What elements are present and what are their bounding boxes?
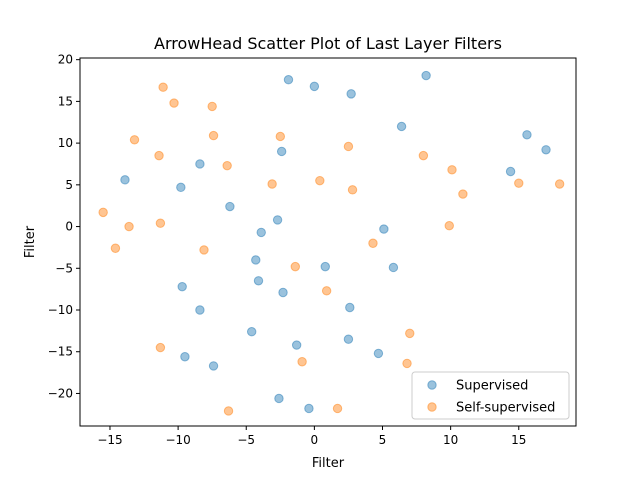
data-point-series-1-11: [267, 179, 277, 189]
data-point-series-0-15: [379, 224, 389, 234]
x-tick-label-1: −10: [165, 433, 190, 447]
data-point-series-0-10: [120, 175, 130, 185]
legend-label-0: Supervised: [456, 379, 528, 394]
x-axis-label: Filter: [312, 456, 345, 471]
data-point-series-0-12: [225, 201, 235, 212]
data-point-series-1-24: [290, 261, 300, 272]
data-point-series-1-16: [554, 179, 565, 189]
data-point-series-0-26: [343, 334, 354, 344]
data-point-series-1-20: [444, 221, 454, 231]
data-point-series-1-25: [321, 286, 332, 296]
y-tick-label-1: −15: [48, 345, 73, 359]
y-axis: −20 −15 −10 −5 0 5 10 15 20: [48, 53, 80, 400]
y-tick-label-3: −5: [55, 261, 73, 275]
data-point-series-0-7: [505, 166, 516, 177]
plot-area-frame: [79, 57, 577, 427]
data-point-series-0-27: [373, 348, 384, 359]
data-point-series-0-29: [208, 361, 219, 371]
data-point-series-0-22: [195, 305, 205, 315]
data-point-series-0-20: [278, 287, 288, 298]
data-point-series-1-29: [402, 358, 412, 369]
data-point-series-0-21: [177, 281, 187, 292]
data-point-series-1-12: [315, 175, 325, 186]
data-point-series-0-11: [176, 182, 186, 193]
data-point-series-0-2: [346, 89, 356, 99]
points-layer: [98, 70, 565, 416]
data-point-series-0-6: [541, 145, 551, 155]
data-point-series-0-13: [272, 215, 283, 225]
data-point-series-0-19: [253, 276, 264, 286]
data-point-series-0-8: [195, 159, 205, 169]
chart-title: ArrowHead Scatter Plot of Last Layer Fil…: [154, 34, 502, 53]
data-point-series-1-8: [222, 160, 232, 171]
x-tick-label-6: 15: [511, 433, 526, 447]
legend-marker-1: [427, 402, 437, 412]
data-point-series-0-16: [251, 255, 261, 265]
data-point-series-1-27: [155, 342, 166, 353]
data-point-series-0-5: [522, 130, 532, 140]
y-tick-label-5: 5: [65, 178, 73, 192]
data-point-series-0-3: [421, 70, 431, 81]
data-point-series-0-9: [276, 146, 287, 157]
data-point-series-1-15: [514, 178, 524, 188]
data-point-series-0-14: [256, 227, 266, 238]
data-point-series-1-0: [158, 82, 168, 92]
data-point-series-0-18: [388, 262, 399, 273]
data-point-series-0-30: [274, 393, 284, 404]
data-point-series-1-14: [458, 189, 468, 199]
y-tick-label-6: 10: [58, 136, 73, 150]
y-tick-label-8: 20: [58, 53, 73, 67]
data-point-series-1-23: [368, 238, 378, 248]
data-point-series-1-5: [275, 131, 286, 142]
x-tick-label-4: 5: [379, 433, 387, 447]
data-point-series-0-24: [246, 327, 257, 337]
data-point-series-1-4: [208, 130, 219, 141]
data-point-series-1-18: [124, 221, 134, 232]
x-axis: −15 −10 −5 0 5 10 15: [97, 426, 526, 447]
data-point-series-1-6: [343, 141, 354, 152]
data-point-series-1-2: [207, 101, 217, 112]
data-point-series-1-28: [297, 357, 307, 367]
y-tick-label-4: 0: [65, 220, 73, 234]
data-point-series-1-26: [405, 328, 415, 339]
y-tick-label-0: −20: [48, 386, 73, 400]
data-point-series-0-17: [320, 261, 330, 272]
y-tick-label-7: 15: [58, 94, 73, 108]
data-point-series-1-31: [332, 403, 343, 414]
data-point-series-1-21: [110, 243, 121, 253]
y-tick-label-2: −10: [48, 303, 73, 317]
y-axis-label: Filter: [23, 225, 38, 258]
x-tick-label-2: −5: [237, 433, 255, 447]
data-point-series-0-28: [180, 352, 190, 362]
data-point-series-0-31: [304, 403, 314, 414]
x-tick-label-0: −15: [97, 433, 122, 447]
data-point-series-1-9: [418, 150, 429, 161]
data-point-series-1-10: [447, 165, 457, 175]
data-point-series-0-25: [291, 340, 302, 350]
data-point-series-1-3: [129, 135, 140, 145]
data-point-series-0-0: [283, 75, 294, 85]
data-point-series-1-13: [347, 185, 358, 195]
data-point-series-1-17: [98, 207, 108, 218]
x-tick-label-5: 10: [443, 433, 458, 447]
data-point-series-1-1: [169, 98, 179, 108]
data-point-series-1-30: [223, 406, 234, 416]
data-point-series-1-19: [155, 218, 166, 228]
legend-marker-0: [427, 380, 437, 390]
data-point-series-1-7: [154, 150, 164, 161]
data-point-series-0-1: [309, 81, 320, 92]
data-point-series-0-23: [345, 302, 355, 313]
legend: Supervised Self-supervised: [411, 371, 570, 420]
legend-label-1: Self-supervised: [456, 401, 555, 416]
data-point-series-0-4: [396, 121, 407, 132]
legend-box: [411, 371, 570, 420]
data-point-series-1-22: [199, 245, 209, 255]
x-tick-label-3: 0: [311, 433, 319, 447]
